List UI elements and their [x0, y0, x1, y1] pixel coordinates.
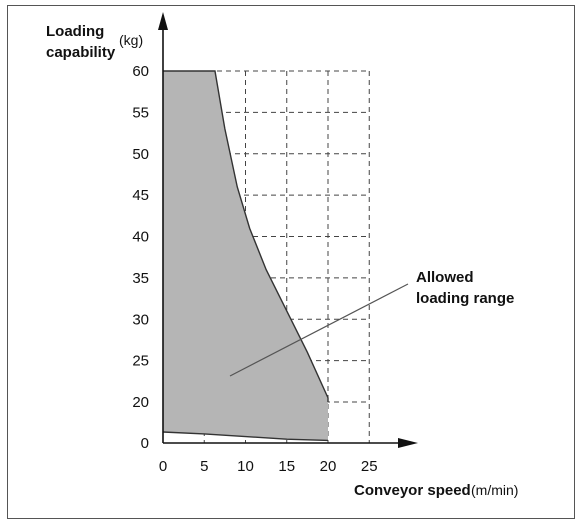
y-axis-arrow: [158, 12, 168, 30]
y-tick-label-55: 55: [132, 104, 149, 121]
y-tick-label-45: 45: [132, 187, 149, 204]
y-axis-label-line2: capability: [46, 44, 116, 61]
x-axis-unit: (m/min): [471, 482, 518, 498]
x-tick-label-0: 0: [159, 458, 167, 475]
y-tick-label-30: 30: [132, 311, 149, 328]
upper-limit-curve: [163, 70, 329, 402]
tick-labels: 0 20 25 30 35 40 45 50 55 60 0 5 10 15 20 25: [132, 63, 377, 475]
x-axis-arrow: [398, 438, 418, 448]
x-tick-label-25: 25: [361, 458, 378, 475]
x-tick-label-20: 20: [320, 458, 337, 475]
axes: [158, 12, 418, 448]
x-tick-label-10: 10: [237, 458, 254, 475]
annotation-line2: loading range: [416, 290, 514, 307]
y-tick-label-25: 25: [132, 353, 149, 370]
y-tick-label-40: 40: [132, 229, 149, 246]
lower-limit-curve: [162, 431, 329, 442]
y-tick-label-20: 20: [132, 394, 149, 411]
x-axis-label: Conveyor speed: [354, 482, 471, 499]
chart-frame: [7, 5, 575, 519]
annotation-leader-line: [229, 283, 409, 377]
allowed-loading-region: [162, 70, 329, 442]
y-axis-unit: (kg): [119, 32, 143, 48]
y-tick-label-0: 0: [141, 435, 149, 452]
y-tick-label-60: 60: [132, 63, 149, 80]
y-tick-label-35: 35: [132, 270, 149, 287]
y-tick-label-50: 50: [132, 146, 149, 163]
annotation-line1: Allowed: [416, 269, 474, 286]
allowed-region-fill: [163, 71, 328, 441]
y-axis-label-line1: Loading: [46, 23, 104, 40]
x-tick-label-5: 5: [200, 458, 208, 475]
x-tick-label-15: 15: [278, 458, 295, 475]
